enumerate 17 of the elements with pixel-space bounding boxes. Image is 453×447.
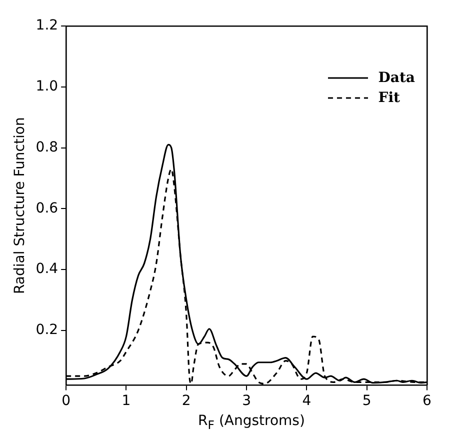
y-tick-label: 0.2: [36, 322, 58, 338]
x-tick-label: 0: [62, 393, 71, 410]
x-tick-label: 6: [422, 393, 432, 410]
y-axis-title: Radial Structure Function: [12, 117, 28, 294]
y-tick-label: 0.4: [36, 261, 58, 278]
legend-label: Data: [378, 70, 415, 86]
y-tick-label: 1.2: [36, 18, 58, 34]
x-tick-label: 2: [182, 393, 191, 410]
x-tick-label: 4: [302, 393, 312, 410]
x-tick-label: 5: [362, 393, 372, 410]
legend-label: Fit: [378, 90, 400, 106]
y-tick-label: 0.6: [36, 200, 58, 216]
x-axis-title: R$_{F}$ (Angstroms): [197, 413, 306, 432]
x-tick-label: 1: [122, 393, 131, 410]
x-tick-label: 3: [242, 393, 251, 410]
y-tick-label: 1.0: [36, 78, 58, 95]
y-tick-label: 0.8: [36, 139, 58, 156]
